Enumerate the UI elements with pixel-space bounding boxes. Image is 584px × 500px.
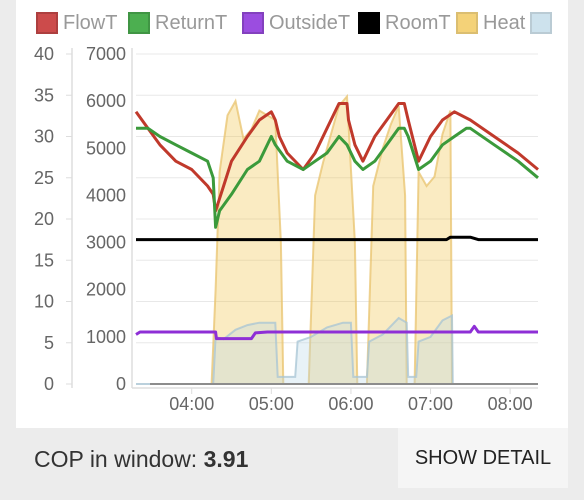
series-area-unlabeled	[136, 315, 538, 384]
legend-swatch	[36, 12, 58, 34]
cop-label: COP in window:	[34, 446, 198, 472]
legend-label: OutsideT	[269, 11, 351, 34]
legend: FlowT ReturnT OutsideT RoomT Heat	[16, 0, 568, 44]
grid	[136, 53, 538, 385]
legend-label: ReturnT	[155, 11, 228, 34]
x-tick-label: 07:00	[408, 394, 453, 414]
axes: 0 5 10 15 20 25 30 35 40 0 1000 2000 3000 4000 5000 600…	[34, 44, 538, 414]
x-tick-label: 04:00	[169, 394, 214, 414]
y-left-tick-label: 20	[34, 209, 54, 229]
y-left-tick-label: 5	[44, 333, 54, 353]
legend-swatch	[456, 12, 478, 34]
y-right-tick-label: 1000	[86, 327, 126, 347]
y-left-tick-label: 30	[34, 127, 54, 147]
series-line-outsidet	[135, 324, 538, 341]
cop-value: 3.91	[203, 446, 249, 472]
y-right-tick-label: 5000	[86, 138, 126, 158]
y-left-tick-label: 25	[34, 168, 54, 188]
legend-swatch	[242, 12, 264, 34]
x-tick-label: 05:00	[249, 394, 294, 414]
y-left-tick-label: 15	[34, 250, 54, 270]
legend-item[interactable]: RoomT	[358, 10, 451, 36]
y-right-tick-label: 4000	[86, 185, 126, 205]
footer-bar: COP in window: 3.91 SHOW DETAIL	[16, 428, 568, 500]
legend-label: RoomT	[385, 11, 451, 34]
series-line-roomt	[136, 235, 538, 242]
legend-item[interactable]: OutsideT	[242, 10, 350, 36]
y-left-tick-label: 35	[34, 85, 54, 105]
legend-label: FlowT	[63, 11, 118, 34]
chart: 0 5 10 15 20 25 30 35 40 0 1000 2000 3000 4000 5000 600…	[34, 44, 539, 414]
y-right-tick-label: 2000	[86, 280, 126, 300]
show-detail-button[interactable]: SHOW DETAIL	[398, 428, 568, 488]
legend-item[interactable]: Heat	[456, 10, 525, 36]
y-left-tick-label: 40	[34, 44, 54, 64]
legend-item[interactable]: FlowT	[36, 10, 117, 36]
x-tick-label: 08:00	[488, 394, 533, 414]
legend-swatch	[358, 12, 380, 34]
chart-card: 0 5 10 15 20 25 30 35 40 0 1000 2000 3000 4000 5000 600…	[16, 0, 568, 428]
legend-swatch	[128, 12, 150, 34]
y-right-tick-label: 6000	[86, 91, 126, 111]
cop-readout: COP in window: 3.91	[34, 446, 248, 473]
y-right-tick-label: 0	[116, 374, 126, 394]
series-layer	[134, 93, 539, 385]
series-line-unlabeled	[136, 313, 538, 385]
legend-item[interactable]	[530, 10, 557, 36]
y-right-tick-label: 3000	[86, 233, 126, 253]
y-left-tick-label: 10	[34, 292, 54, 312]
legend-swatch	[530, 12, 552, 34]
y-right-tick-label: 7000	[86, 44, 126, 64]
y-left-tick-label: 0	[44, 374, 54, 394]
legend-item[interactable]: ReturnT	[128, 10, 227, 36]
x-tick-label: 06:00	[328, 394, 373, 414]
series-line-returnt	[136, 126, 539, 229]
legend-label: Heat	[483, 11, 526, 34]
